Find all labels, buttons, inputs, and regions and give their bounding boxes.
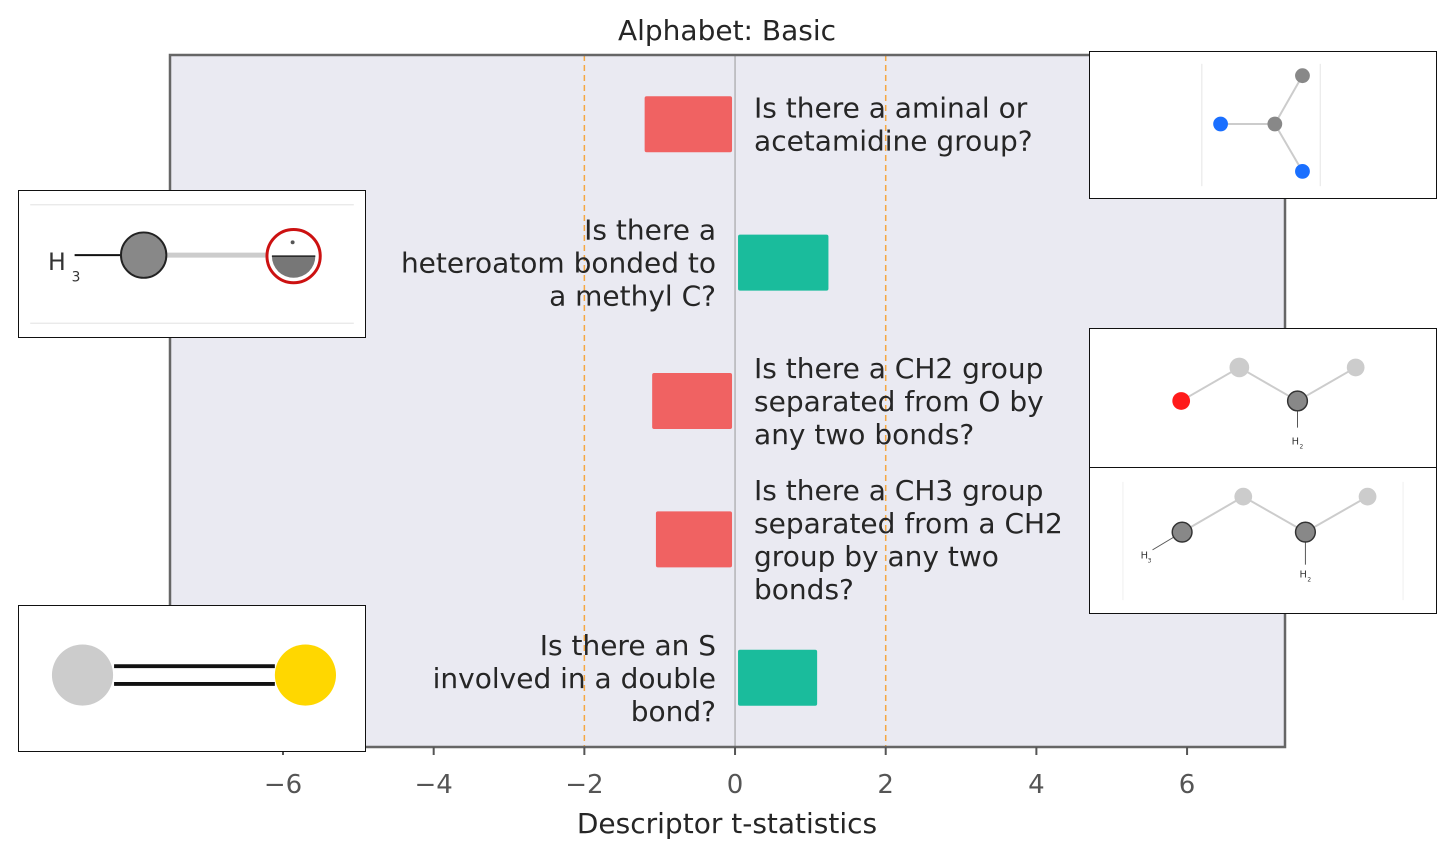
h2-subscript-top: 2 <box>1299 444 1303 450</box>
x-axis-label: Descriptor t-statistics <box>577 807 877 840</box>
category-label-2-line-2: any two bonds? <box>754 418 974 451</box>
category-label-3-line-2: group by any two <box>754 540 999 573</box>
bar-1 <box>738 234 829 291</box>
category-label-4-line-2: bond? <box>631 695 716 728</box>
category-label-0-line-1: acetamidine group? <box>754 125 1033 158</box>
h2-label-top: H <box>1292 436 1299 447</box>
chart-title: Alphabet: Basic <box>618 14 836 47</box>
x-tick-label-5: 4 <box>1028 770 1045 800</box>
threshold-lines <box>583 55 887 747</box>
x-tick-label-3: 0 <box>727 770 744 800</box>
bar-3 <box>655 511 733 568</box>
category-label-0: Is there a aminal or acetamidine group? <box>754 92 1033 158</box>
category-label-2-line-1: separated from O by <box>754 385 1044 418</box>
h3-subscript: 3 <box>72 270 81 286</box>
category-label-3: Is there a CH3 group separated from a CH2… <box>754 474 1063 606</box>
x-tick-label-0: −6 <box>264 770 302 800</box>
category-label-2-line-0: Is there a CH2 group <box>754 352 1043 385</box>
category-label-4-line-0: Is there an S <box>540 629 716 662</box>
ch2-o-molecule-icon: H 2 <box>1172 357 1365 450</box>
h2-label-bottom: H <box>1299 569 1306 580</box>
s-double-bond-molecule-icon <box>51 644 337 706</box>
bars <box>644 96 829 706</box>
x-axis-ticks: −6 −4 −2 0 2 4 6 <box>264 747 1195 800</box>
category-labels: Is there a aminal or acetamidine group?Is… <box>401 92 1063 728</box>
methyl-heteroatom-molecule-icon: H 3 <box>30 204 354 324</box>
x-tick-label-4: 2 <box>877 770 894 800</box>
category-label-0-line-0: Is there a aminal or <box>754 92 1028 125</box>
h3-label-small: H <box>1141 551 1148 562</box>
inset-ch2-o: H 2 <box>1089 328 1437 468</box>
x-tick-label-6: 6 <box>1179 770 1196 800</box>
category-label-3-line-3: bonds? <box>754 573 854 606</box>
category-label-1: Is there a heteroatom bonded to a methyl C… <box>401 214 716 313</box>
category-label-4-line-1: involved in a double <box>433 662 716 695</box>
h3-label: H <box>48 248 66 276</box>
h3-subscript-small: 3 <box>1148 559 1152 565</box>
x-tick-label-1: −4 <box>415 770 453 800</box>
inset-methyl-heteroatom: H 3 <box>18 190 366 338</box>
inset-aminal <box>1089 51 1437 199</box>
category-label-2: Is there a CH2 group separated from O by a… <box>754 352 1044 451</box>
bar-0 <box>644 96 733 153</box>
bar-4 <box>738 649 818 706</box>
ch3-ch2-molecule-icon: H 3 H 2 <box>1122 481 1404 601</box>
category-label-3-line-1: separated from a CH2 <box>754 507 1063 540</box>
category-label-3-line-0: Is there a CH3 group <box>754 474 1043 507</box>
h2-subscript-bottom: 2 <box>1307 577 1311 583</box>
category-label-1-line-1: heteroatom bonded to <box>401 247 716 280</box>
aminal-molecule-icon <box>1201 63 1321 187</box>
category-label-1-line-0: Is there a <box>584 214 716 247</box>
bar-2 <box>652 373 733 429</box>
category-label-1-line-2: a methyl C? <box>549 280 716 313</box>
inset-ch3-ch2: H 3 H 2 <box>1089 467 1437 614</box>
x-tick-label-2: −2 <box>565 770 603 800</box>
inset-s-double-bond <box>18 605 366 752</box>
